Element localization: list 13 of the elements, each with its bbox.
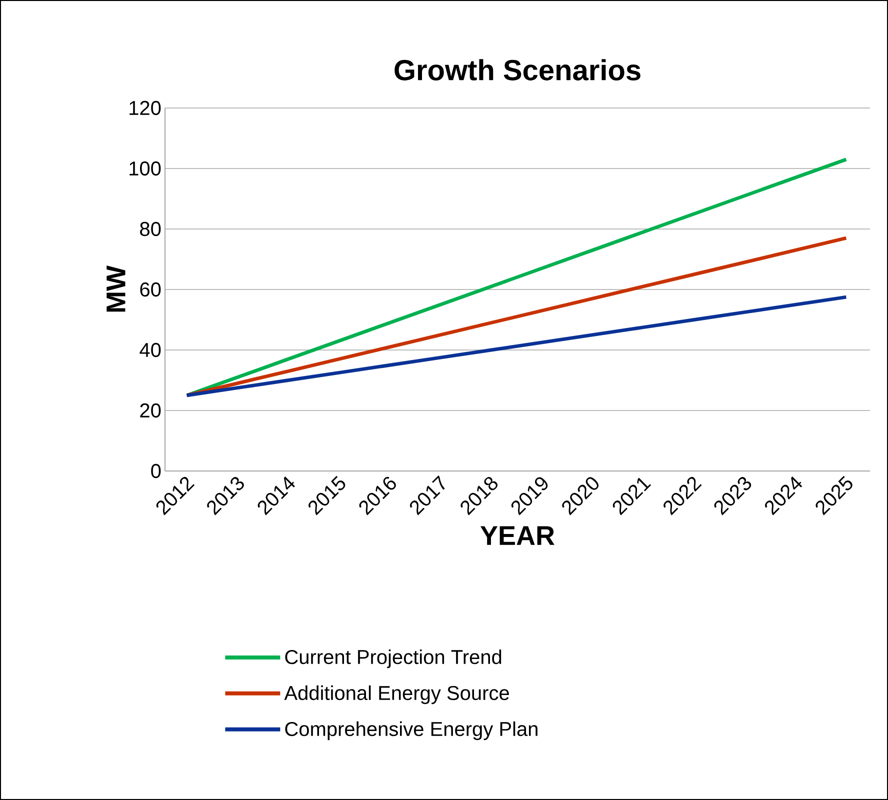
y-tick-label: 120 bbox=[130, 100, 161, 116]
y-tick-label: 80 bbox=[140, 222, 161, 236]
legend-label: Current Projection Trend bbox=[285, 649, 502, 668]
y-tick-label: 40 bbox=[140, 342, 161, 358]
y-tick-label: 20 bbox=[140, 403, 161, 418]
chart-title: Growth Scenarios bbox=[394, 59, 640, 80]
y-tick-label: 60 bbox=[140, 282, 161, 297]
legend-label: Additional Energy Source bbox=[284, 685, 509, 704]
y-tick-label: 100 bbox=[130, 161, 161, 176]
legend-label: Comprehensive Energy Plan bbox=[285, 721, 538, 740]
y-tick-label: 0 bbox=[151, 464, 161, 478]
y-axis-title: MW bbox=[106, 266, 126, 312]
x-axis-title: YEAR bbox=[480, 526, 554, 545]
